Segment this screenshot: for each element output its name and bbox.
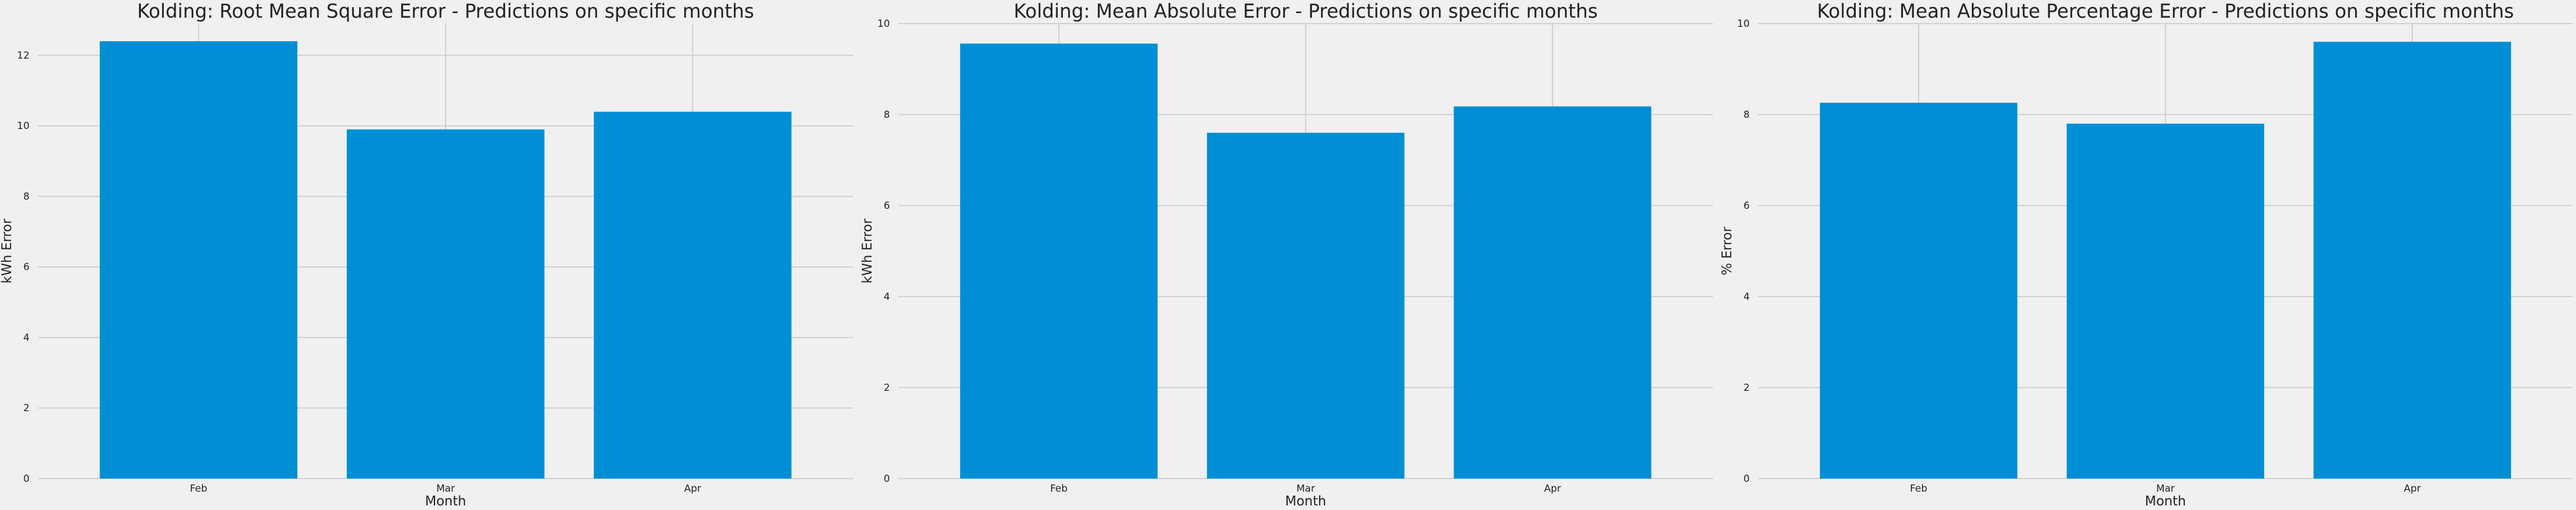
x-axis-label: Month <box>2145 493 2186 509</box>
y-tick-label: 4 <box>23 331 29 343</box>
y-tick-label: 12 <box>17 49 29 61</box>
x-tick-label: Mar <box>2156 483 2175 494</box>
chart-title: Kolding: Root Mean Square Error - Predic… <box>137 0 754 22</box>
y-axis-label: kWh Error <box>859 218 875 283</box>
bar-feb <box>1820 102 2018 479</box>
y-tick-label: 0 <box>883 473 890 484</box>
x-tick-label: Feb <box>1050 483 1068 494</box>
bar-mar <box>347 129 545 479</box>
x-tick-label: Apr <box>1544 483 1562 494</box>
bar-apr <box>2313 41 2511 479</box>
chart-panel-2: 0 2 4 6 8 10 Feb Mar Apr Month kWh Error Kolding: M… <box>859 0 1713 509</box>
y-tick-label: 4 <box>883 291 890 302</box>
y-tick-label: 8 <box>883 109 890 120</box>
chart-title: Kolding: Mean Absolute Percentage Error … <box>1817 0 2514 22</box>
x-axis-label: Month <box>425 493 467 509</box>
y-tick-label: 2 <box>23 402 29 414</box>
chart-panel-3: 0 2 4 6 8 10 Feb Mar Apr Month % Error Kolding: Mea… <box>1719 0 2573 509</box>
bar-apr <box>594 111 792 479</box>
bar-apr <box>1453 106 1651 479</box>
chart-panel-1: 0 2 4 6 8 10 12 Feb Mar Apr Month kWh Error Kolding:… <box>0 0 853 509</box>
y-tick-label: 8 <box>1743 109 1750 120</box>
x-tick-label: Feb <box>1910 483 1928 494</box>
x-axis-label: Month <box>1285 493 1326 509</box>
y-axis-label: kWh Error <box>0 218 14 283</box>
y-tick-label: 6 <box>1743 200 1750 211</box>
bar-feb <box>100 41 298 479</box>
y-tick-label: 0 <box>23 473 29 484</box>
y-tick-label: 6 <box>883 200 890 211</box>
y-tick-label: 2 <box>883 382 890 393</box>
y-tick-label: 6 <box>23 261 29 273</box>
x-tick-label: Feb <box>190 483 208 494</box>
bar-mar <box>2066 123 2265 479</box>
y-tick-label: 4 <box>1743 291 1750 302</box>
y-tick-label: 10 <box>17 120 29 132</box>
x-tick-label: Mar <box>1296 483 1315 494</box>
chart-title: Kolding: Mean Absolute Error - Predictio… <box>1014 0 1598 22</box>
x-tick-label: Apr <box>684 483 702 494</box>
y-tick-label: 2 <box>1743 382 1750 393</box>
bar-feb <box>960 43 1158 479</box>
y-axis-label: % Error <box>1719 227 1735 276</box>
y-tick-label: 0 <box>1743 473 1750 484</box>
x-tick-label: Mar <box>436 483 455 494</box>
y-tick-label: 10 <box>877 18 890 29</box>
y-tick-label: 8 <box>23 191 29 202</box>
bar-mar <box>1206 132 1405 479</box>
x-tick-label: Apr <box>2404 483 2421 494</box>
y-tick-label: 10 <box>1737 18 1750 29</box>
